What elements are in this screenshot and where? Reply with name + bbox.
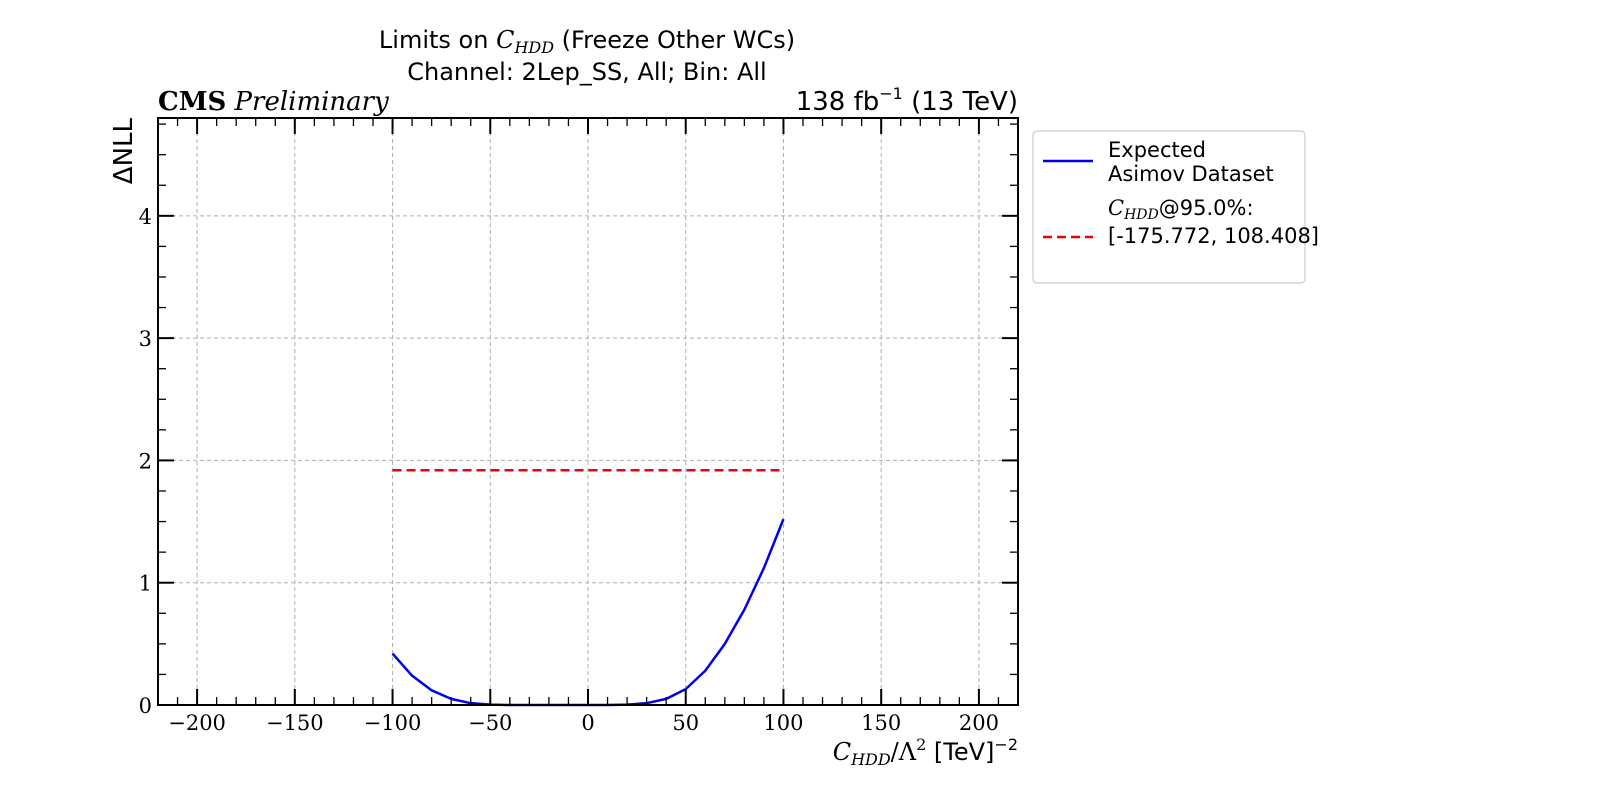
cms-label: CMS Preliminary <box>158 87 389 117</box>
y-tick-label: 1 <box>139 572 152 596</box>
x-tick-label: 0 <box>581 711 594 735</box>
y-tick-label: 2 <box>139 449 152 473</box>
chart-title-line1: Limits on CHDD (Freeze Other WCs) <box>379 26 795 57</box>
tick-labels: −200 −150 −100 −50 0 50 100 150 200 0 1 2 3 4 <box>139 205 999 735</box>
y-axis-label: ΔNLL <box>109 117 139 184</box>
plot-frame <box>157 117 1019 706</box>
x-axis-label: CHDD/Λ2 [TeV]−2 <box>833 735 1018 769</box>
legend-frame <box>1032 130 1306 284</box>
x-tick-label: −150 <box>266 711 324 735</box>
legend: Expected Asimov Dataset CHDD@95.0%: [-17… <box>1032 130 1319 284</box>
x-tick-label: −200 <box>168 711 226 735</box>
legend-label-expected-line2: Asimov Dataset <box>1108 162 1274 186</box>
x-tick-label: −50 <box>468 711 512 735</box>
x-tick-label: −100 <box>364 711 422 735</box>
legend-label-expected-line1: Expected <box>1108 138 1206 162</box>
lumi-label: 138 fb−1 (13 TeV) <box>796 84 1018 117</box>
y-tick-label: 3 <box>139 327 152 351</box>
x-tick-label: 200 <box>959 711 999 735</box>
x-tick-label: 100 <box>763 711 803 735</box>
chart-title-line2: Channel: 2Lep_SS, All; Bin: All <box>407 58 766 86</box>
legend-label-limit-line1: CHDD@95.0%: <box>1108 196 1254 223</box>
ticks <box>157 118 1019 706</box>
y-tick-label: 0 <box>139 694 152 718</box>
y-tick-label: 4 <box>139 205 152 229</box>
x-tick-label: 150 <box>861 711 901 735</box>
grid <box>158 118 1018 705</box>
legend-label-limit-line2: [-175.772, 108.408] <box>1108 224 1319 248</box>
x-tick-label: 50 <box>672 711 699 735</box>
